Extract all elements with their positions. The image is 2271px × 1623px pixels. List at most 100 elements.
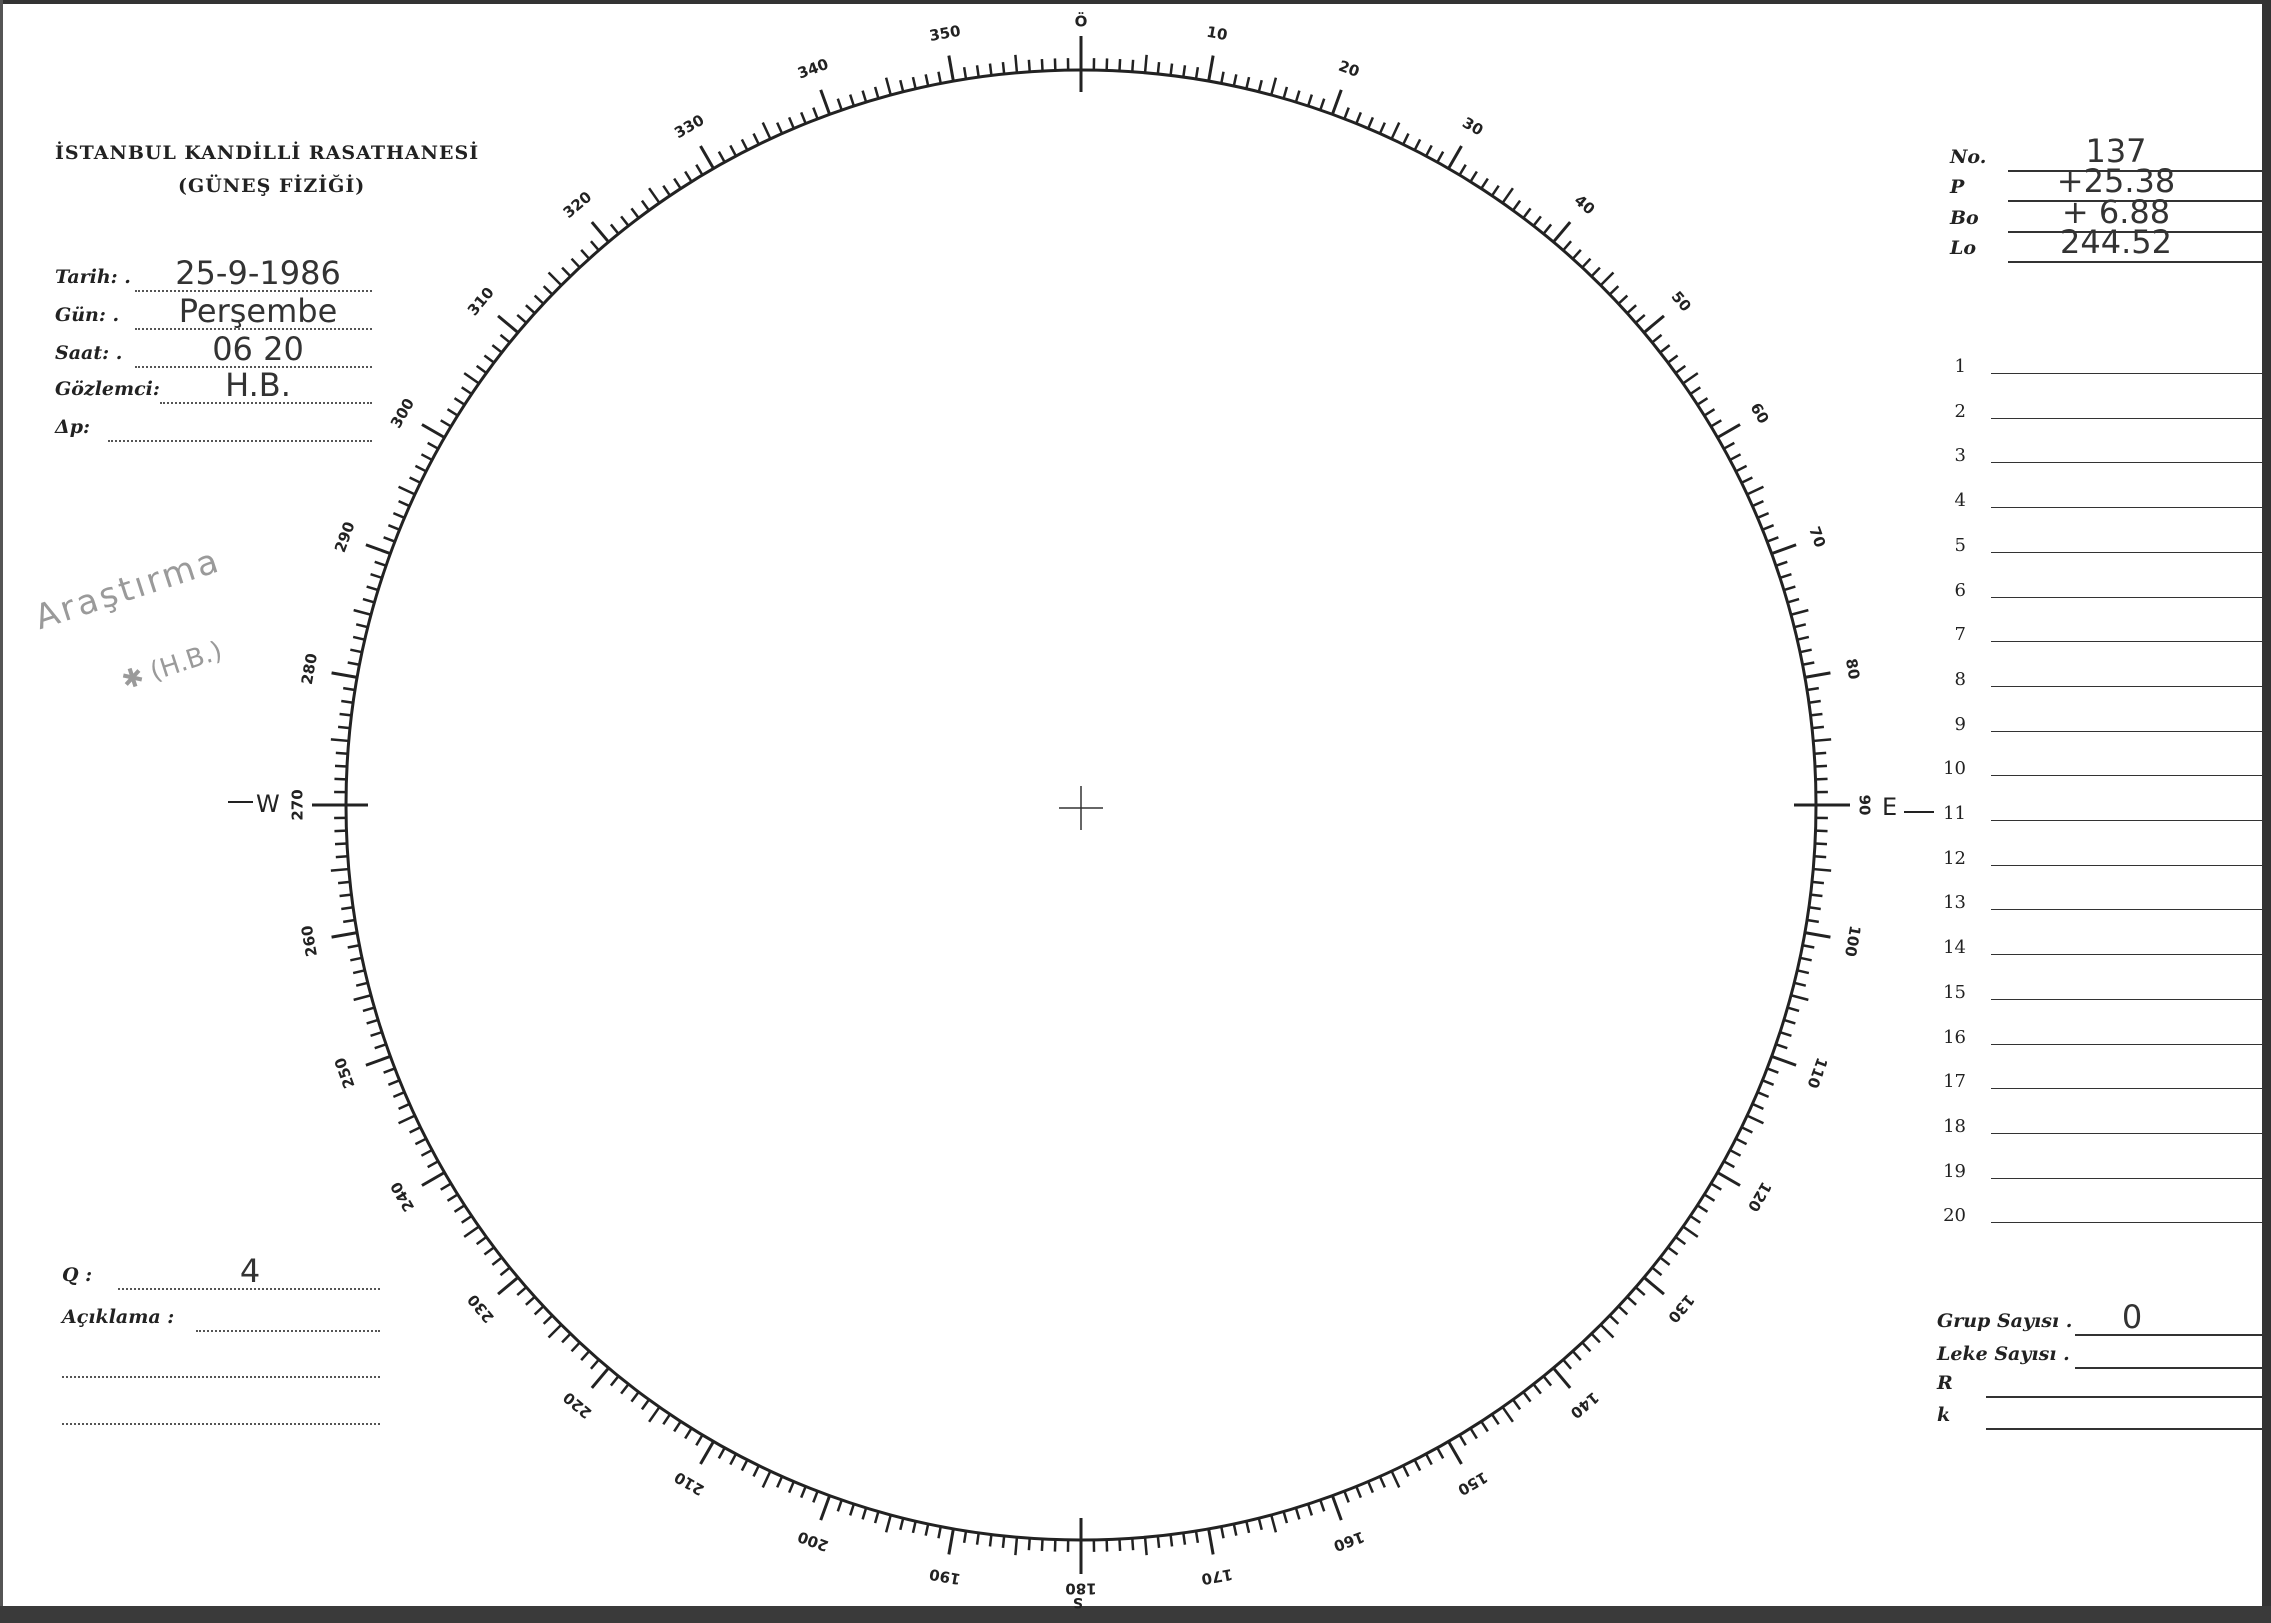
row-number: 15 xyxy=(1943,981,1966,1003)
scale-tick xyxy=(1626,1295,1637,1306)
row-field[interactable] xyxy=(1991,730,2266,732)
row-field[interactable] xyxy=(1991,1177,2266,1179)
observation-label: Tarih: . xyxy=(55,266,131,288)
observation-field[interactable] xyxy=(160,402,372,404)
observation-field[interactable] xyxy=(135,366,372,368)
row-field[interactable] xyxy=(1991,417,2266,419)
scale-label: 300 xyxy=(387,395,418,431)
scale-tick xyxy=(1796,969,1810,975)
scale-tick xyxy=(1779,572,1792,580)
scale-tick xyxy=(353,994,372,1002)
scale-tick xyxy=(1294,90,1301,103)
scale-tick xyxy=(355,981,369,987)
row-field[interactable] xyxy=(1991,1222,2266,1224)
observation-field[interactable] xyxy=(135,328,372,330)
row-field[interactable] xyxy=(1991,685,2266,687)
scale-tick xyxy=(1257,1517,1263,1531)
row-field[interactable] xyxy=(1991,507,2266,509)
scale-tick xyxy=(1330,89,1343,115)
row-field[interactable] xyxy=(1991,596,2266,598)
scale-tick xyxy=(483,1246,495,1256)
scale-tick xyxy=(339,712,352,717)
row-field[interactable] xyxy=(1991,1132,2266,1134)
scale-tick xyxy=(420,1148,433,1157)
scale-tick xyxy=(383,536,396,543)
scale-tick xyxy=(1552,1367,1572,1389)
scale-tick xyxy=(1674,1236,1687,1246)
row-field[interactable] xyxy=(1991,820,2266,821)
scale-tick xyxy=(684,1427,693,1440)
observation-field[interactable] xyxy=(108,440,372,442)
row-field[interactable] xyxy=(1991,775,2266,777)
scale-tick xyxy=(1775,1043,1788,1050)
row-field[interactable] xyxy=(1991,641,2266,643)
parameter-field[interactable] xyxy=(2008,170,2266,172)
scale-tick xyxy=(1746,1114,1764,1125)
scale-tick xyxy=(561,266,572,278)
scale-tick xyxy=(440,419,452,428)
scale-tick xyxy=(1512,199,1522,212)
row-number: 9 xyxy=(1954,713,1966,735)
row-field[interactable] xyxy=(1991,864,2266,866)
scale-tick xyxy=(1306,94,1314,107)
scale-tick xyxy=(1790,608,1809,616)
scale-tick xyxy=(414,1137,427,1146)
scale-tick xyxy=(1402,1465,1410,1477)
scale-tick xyxy=(1027,1538,1031,1551)
observation-field[interactable] xyxy=(135,290,372,292)
scale-label: 40 xyxy=(1571,191,1599,218)
scale-tick xyxy=(1343,107,1350,120)
scale-tick xyxy=(1424,1453,1433,1466)
scale-tick xyxy=(1458,164,1467,176)
count-field[interactable] xyxy=(2075,1367,2262,1369)
scale-label: 140 xyxy=(1567,1388,1603,1422)
scale-tick xyxy=(497,314,519,334)
count-field[interactable] xyxy=(1986,1428,2262,1430)
row-field[interactable] xyxy=(1991,1088,2266,1090)
scale-tick xyxy=(873,86,880,99)
scale-label: 260 xyxy=(298,924,321,958)
scale-tick xyxy=(1716,1171,1741,1187)
remarks-field-1[interactable] xyxy=(196,1330,380,1332)
scale-label: 340 xyxy=(795,55,831,83)
row-field[interactable] xyxy=(1991,462,2266,464)
remarks-field-3[interactable] xyxy=(62,1423,380,1425)
remarks-field-2[interactable] xyxy=(62,1376,380,1378)
scale-tick xyxy=(1245,1520,1251,1534)
parameter-field[interactable] xyxy=(2008,200,2266,202)
scale-tick xyxy=(1751,500,1764,508)
scale-tick xyxy=(1804,931,1831,939)
row-field[interactable] xyxy=(1991,373,2266,374)
scale-tick xyxy=(1643,1276,1665,1296)
row-number: 5 xyxy=(1954,534,1966,556)
row-field[interactable] xyxy=(1991,909,2266,911)
count-field[interactable] xyxy=(2075,1334,2262,1336)
scale-tick xyxy=(1667,1246,1679,1256)
scale-tick xyxy=(1270,77,1278,96)
scale-tick xyxy=(1306,1503,1314,1516)
parameter-field[interactable] xyxy=(2008,231,2266,233)
count-field[interactable] xyxy=(1986,1396,2262,1398)
scale-tick xyxy=(1599,271,1615,287)
scale-tick xyxy=(609,1375,620,1387)
row-field[interactable] xyxy=(1991,551,2266,553)
scale-tick xyxy=(331,931,358,939)
quality-field[interactable] xyxy=(118,1288,380,1290)
scale-tick xyxy=(1723,441,1735,450)
scale-tick xyxy=(1813,738,1832,743)
scale-tick xyxy=(365,1054,391,1067)
parameter-field[interactable] xyxy=(2008,261,2266,263)
scale-label: 30 xyxy=(1459,113,1486,139)
scale-label: 60 xyxy=(1747,400,1773,427)
row-field[interactable] xyxy=(1991,998,2266,1000)
row-field[interactable] xyxy=(1991,954,2266,956)
scale-tick xyxy=(1027,59,1031,72)
row-field[interactable] xyxy=(1991,1043,2266,1045)
observation-value: H.B. xyxy=(225,366,291,404)
scale-tick xyxy=(848,1503,856,1516)
scale-tick xyxy=(341,699,354,704)
scale-tick xyxy=(525,1295,536,1306)
scale-tick xyxy=(1424,144,1433,157)
scale-tick xyxy=(1762,524,1775,531)
scale-tick xyxy=(699,145,715,170)
